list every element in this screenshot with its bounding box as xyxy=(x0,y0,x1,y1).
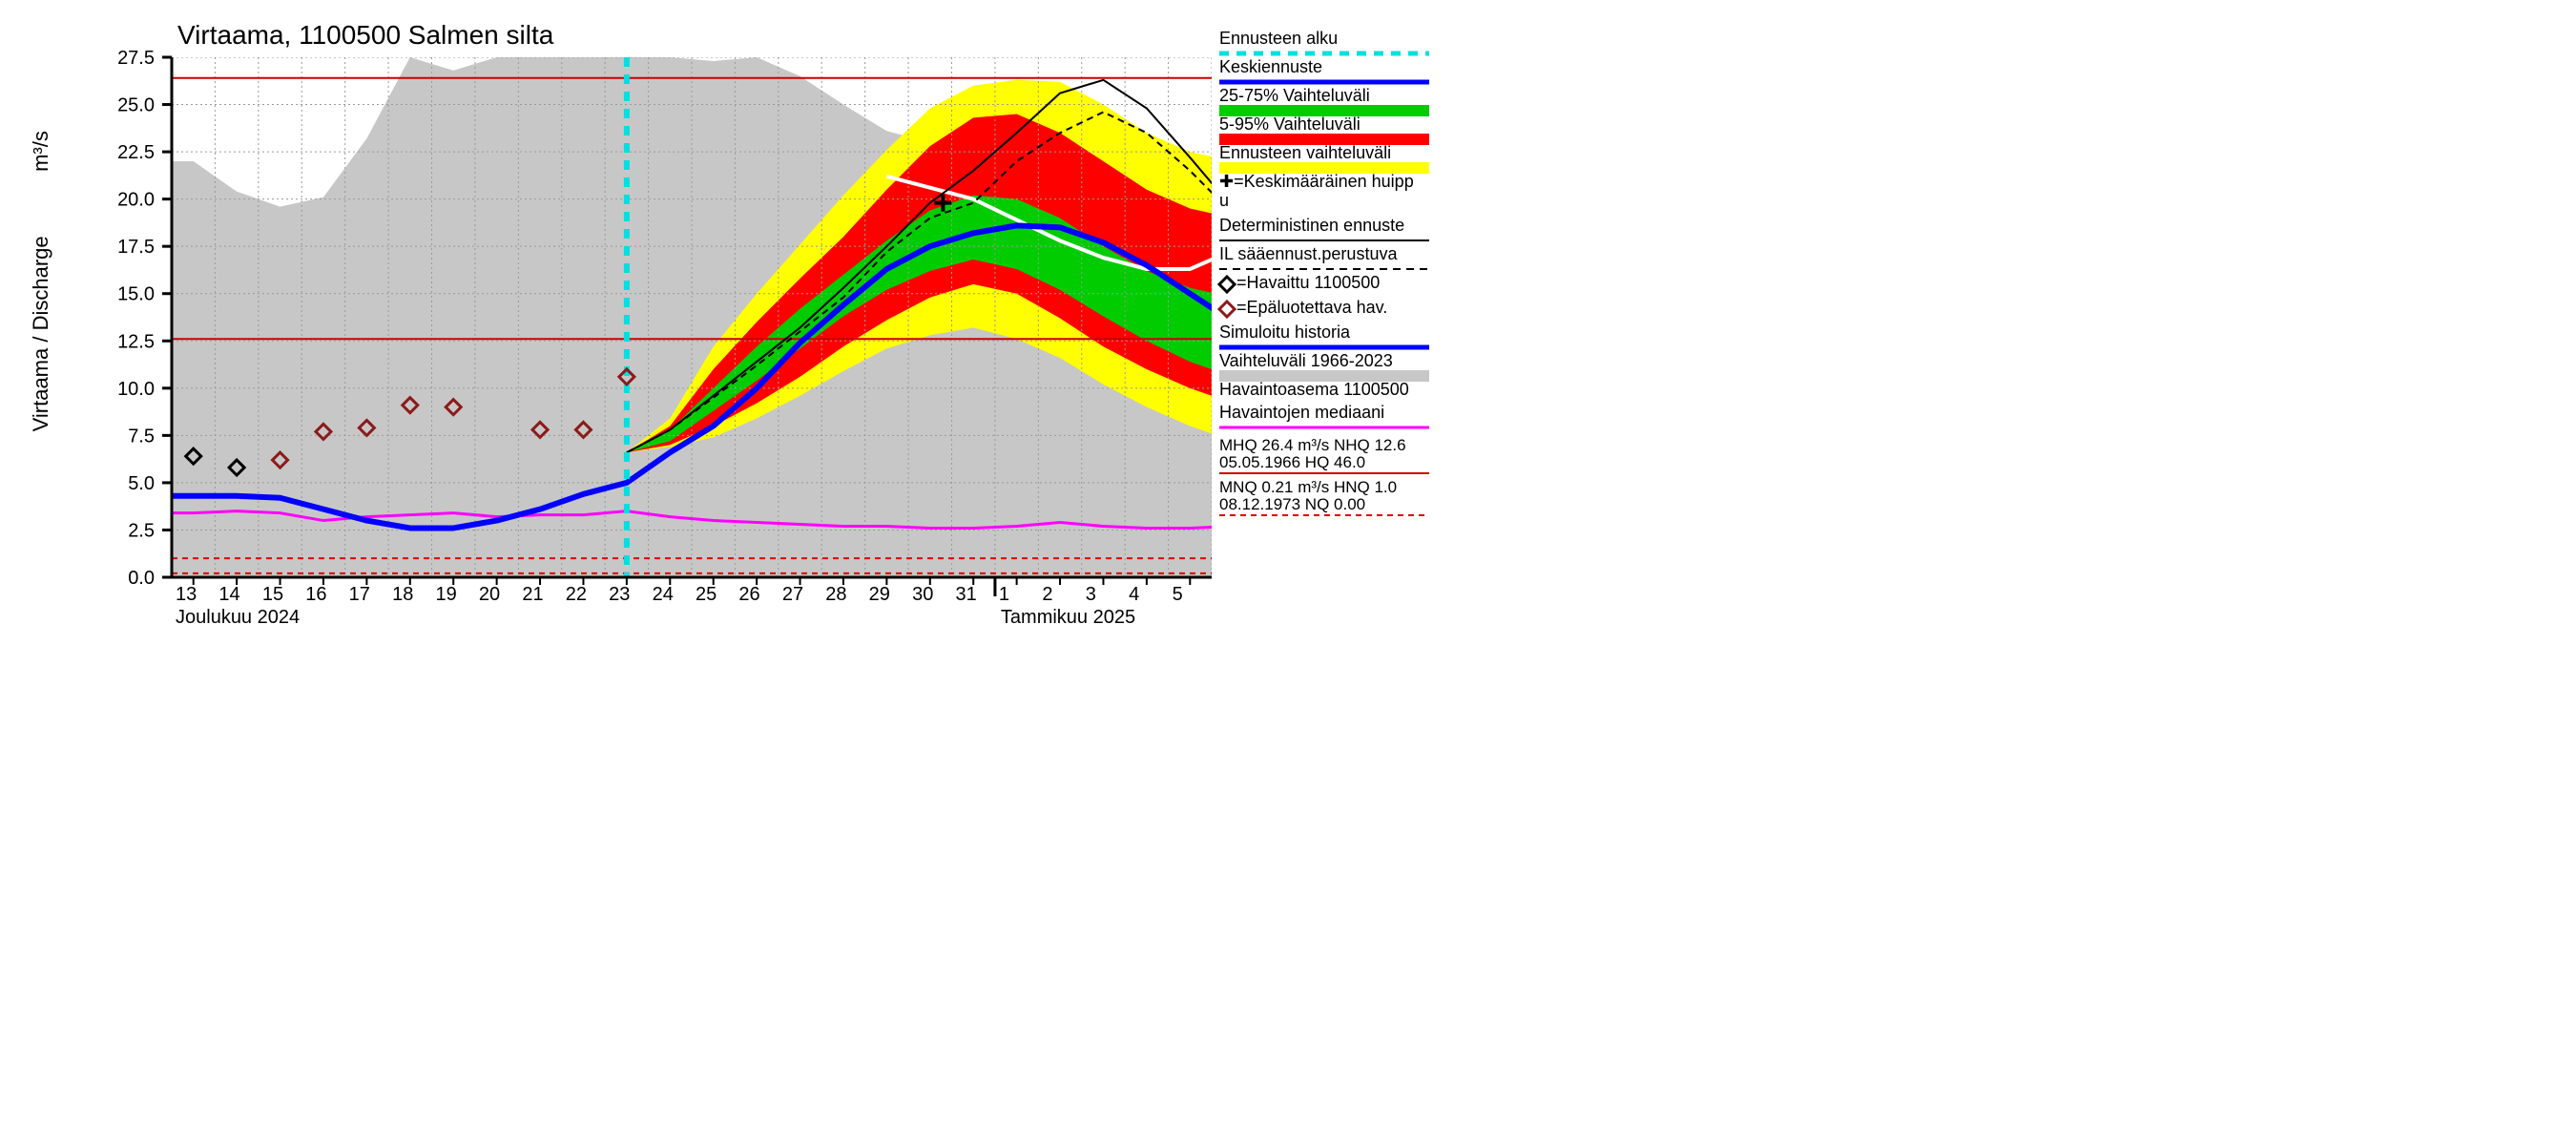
legend-label: Deterministinen ennuste xyxy=(1219,216,1404,235)
legend-label: =Havaittu 1100500 xyxy=(1236,273,1380,292)
y-tick-label: 15.0 xyxy=(117,284,155,305)
x-tick-label: 4 xyxy=(1129,584,1139,605)
x-tick-label: 17 xyxy=(349,584,370,605)
legend-label: Havaintojen mediaani xyxy=(1219,403,1384,422)
mhq-stat-2: 05.05.1966 HQ 46.0 xyxy=(1219,453,1365,471)
x-tick-label: 19 xyxy=(436,584,457,605)
legend-label: u xyxy=(1219,191,1229,210)
x-tick-label: 21 xyxy=(522,584,543,605)
legend-label: ✚=Keskimääräinen huipp xyxy=(1219,172,1414,191)
y-tick-label: 10.0 xyxy=(117,379,155,400)
legend-label: IL sääennust.perustuva xyxy=(1219,244,1398,263)
mnq-stat-1: MNQ 0.21 m³/s HNQ 1.0 xyxy=(1219,478,1397,496)
x-tick-label: 1 xyxy=(999,584,1009,605)
month2-fi: Tammikuu 2025 xyxy=(1001,607,1135,628)
legend-label: Keskiennuste xyxy=(1219,57,1322,76)
x-tick-label: 16 xyxy=(305,584,326,605)
x-tick-label: 5 xyxy=(1173,584,1183,605)
x-tick-label: 25 xyxy=(696,584,717,605)
x-tick-label: 24 xyxy=(653,584,674,605)
x-tick-label: 18 xyxy=(392,584,413,605)
chart-title: Virtaama, 1100500 Salmen silta xyxy=(177,20,554,50)
x-tick-label: 31 xyxy=(956,584,977,605)
x-tick-label: 26 xyxy=(738,584,759,605)
mhq-stat-1: MHQ 26.4 m³/s NHQ 12.6 xyxy=(1219,436,1406,454)
month1-en: December xyxy=(176,628,264,630)
y-tick-label: 27.5 xyxy=(117,48,155,69)
x-tick-label: 14 xyxy=(218,584,239,605)
x-tick-label: 3 xyxy=(1086,584,1096,605)
y-tick-label: 0.0 xyxy=(128,568,155,589)
legend-label: 5-95% Vaihteluväli xyxy=(1219,114,1361,134)
x-tick-label: 20 xyxy=(479,584,500,605)
legend-label: Havaintoasema 1100500 xyxy=(1219,380,1409,399)
y-axis-unit: m³/s xyxy=(29,131,52,172)
legend-label: =Epäluotettava hav. xyxy=(1236,298,1387,317)
legend-label: Vaihteluväli 1966-2023 xyxy=(1219,351,1393,370)
y-tick-label: 25.0 xyxy=(117,95,155,116)
y-tick-label: 22.5 xyxy=(117,142,155,163)
month2-en: January xyxy=(1001,628,1069,630)
y-axis-label: Virtaama / Discharge xyxy=(29,236,52,431)
legend-label: 25-75% Vaihteluväli xyxy=(1219,86,1370,105)
x-tick-label: 2 xyxy=(1042,584,1052,605)
x-tick-label: 23 xyxy=(609,584,630,605)
y-tick-label: 17.5 xyxy=(117,237,155,258)
mnq-stat-2: 08.12.1973 NQ 0.00 xyxy=(1219,495,1365,513)
y-tick-label: 5.0 xyxy=(128,473,155,494)
legend-label: Simuloitu historia xyxy=(1219,323,1351,342)
x-tick-label: 15 xyxy=(262,584,283,605)
month1-fi: Joulukuu 2024 xyxy=(176,607,300,628)
x-tick-label: 28 xyxy=(825,584,846,605)
y-tick-label: 2.5 xyxy=(128,520,155,541)
y-tick-label: 12.5 xyxy=(117,331,155,352)
x-tick-label: 29 xyxy=(869,584,890,605)
hydro-forecast-chart: 0.0 2.5 5.0 7.5 10.0 12.5 15.0 17.5 20.0 22.5 25.0… xyxy=(0,0,1431,630)
x-tick-label: 30 xyxy=(912,584,933,605)
legend-label: Ennusteen alku xyxy=(1219,29,1338,48)
x-tick-label: 27 xyxy=(782,584,803,605)
y-tick-label: 7.5 xyxy=(128,426,155,447)
footer-timestamp: 23-Dec-2024 19:20 WSFS-O xyxy=(1219,629,1431,630)
legend-label: Ennusteen vaihteluväli xyxy=(1219,143,1391,162)
x-tick-label: 22 xyxy=(566,584,587,605)
y-tick-label: 20.0 xyxy=(117,190,155,211)
x-tick-label: 13 xyxy=(176,584,197,605)
